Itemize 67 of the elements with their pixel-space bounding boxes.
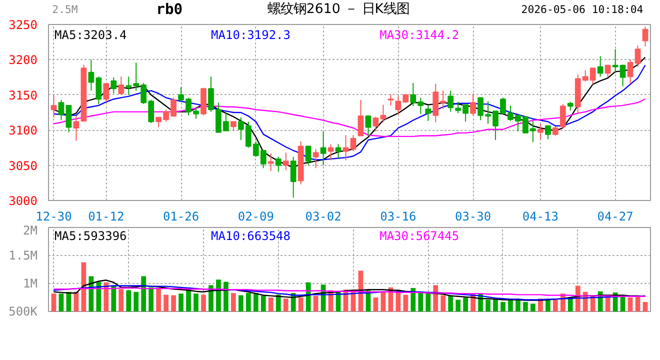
text: MA5:593396 [54, 229, 127, 244]
candlestick [380, 104, 386, 123]
candlestick [372, 116, 379, 132]
x-tick-label: 12-30 [36, 210, 72, 224]
x-tick-label: 03-16 [380, 210, 416, 224]
candlestick [282, 152, 289, 171]
y-tick-label: 2M [23, 224, 38, 238]
candlestick [118, 76, 124, 96]
y-tick-label: 3050 [8, 158, 38, 173]
candlestick [268, 152, 274, 172]
x-tick-label: 03-02 [305, 210, 342, 224]
y-tick-label: 1M [23, 276, 38, 290]
candlestick [312, 148, 319, 169]
candlestick [365, 114, 372, 136]
text: MA10:663548 [211, 229, 291, 244]
y-tick-label: 3200 [8, 53, 38, 68]
y-tick-label: 3100 [8, 124, 38, 138]
candlestick [620, 64, 626, 87]
candlestick [58, 99, 64, 121]
y-tick-label: 3250 [8, 18, 38, 32]
y-tick-label: 3150 [8, 88, 38, 102]
x-tick-label: 04-27 [597, 210, 634, 224]
candlestick [328, 144, 334, 161]
candlestick [604, 64, 611, 78]
text: 2026-05-06 10:18:04 [521, 3, 644, 16]
candlestick [560, 104, 566, 130]
x-tick-label: 02-09 [238, 210, 274, 224]
candlestick [642, 26, 648, 47]
candlestick [275, 156, 282, 172]
candlestick [320, 131, 326, 166]
text: MA30:567445 [380, 229, 460, 244]
candlestick [66, 104, 72, 133]
candlestick [448, 90, 454, 112]
text: 2.5M [52, 3, 78, 16]
text: MA10:3192.3 [211, 28, 291, 42]
candlestick [425, 104, 432, 122]
chart-subtitle: 螺纹钢2610 － 日K线图 [267, 2, 410, 17]
candlestick [230, 121, 236, 132]
candlestick [342, 134, 349, 161]
candlestick [538, 123, 544, 140]
x-tick-label: 01-12 [88, 210, 124, 224]
candlestick [388, 94, 394, 106]
candlestick [305, 146, 312, 166]
candlestick [634, 45, 641, 68]
y-tick-label: 1.5M [8, 248, 38, 262]
chart-title: rb0 [156, 1, 183, 18]
x-tick-label: 03-30 [454, 210, 492, 224]
candlestick [50, 94, 57, 118]
text: MA5:3203.4 [54, 28, 127, 42]
candlestick [290, 156, 296, 198]
candlestick [552, 126, 558, 136]
candlestick [103, 83, 110, 102]
y-tick-label: 3000 [8, 194, 38, 208]
candlestick [544, 124, 551, 140]
candlestick [73, 116, 80, 142]
text: MA30:3144.2 [380, 28, 460, 42]
candlestick [627, 59, 634, 84]
candlestick [110, 76, 117, 94]
line-series [53, 287, 646, 297]
candlestick [335, 144, 342, 159]
candlestick [358, 99, 364, 136]
y-tick-label: 500K [8, 304, 38, 318]
x-tick-label: 01-26 [162, 210, 200, 224]
x-tick-label: 04-13 [522, 210, 558, 224]
candlestick [470, 92, 476, 116]
candlestick [350, 134, 356, 152]
candlestick [597, 56, 604, 78]
